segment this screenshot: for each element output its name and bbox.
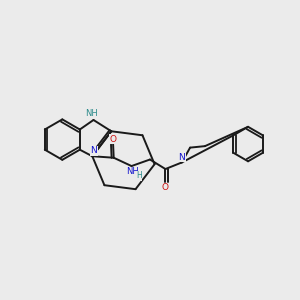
Text: H: H	[136, 171, 142, 180]
Text: N: N	[178, 153, 185, 162]
Text: NH: NH	[85, 109, 98, 118]
Text: O: O	[162, 183, 169, 192]
Text: O: O	[110, 134, 117, 143]
Text: N: N	[90, 146, 97, 155]
Text: NH: NH	[126, 167, 139, 176]
